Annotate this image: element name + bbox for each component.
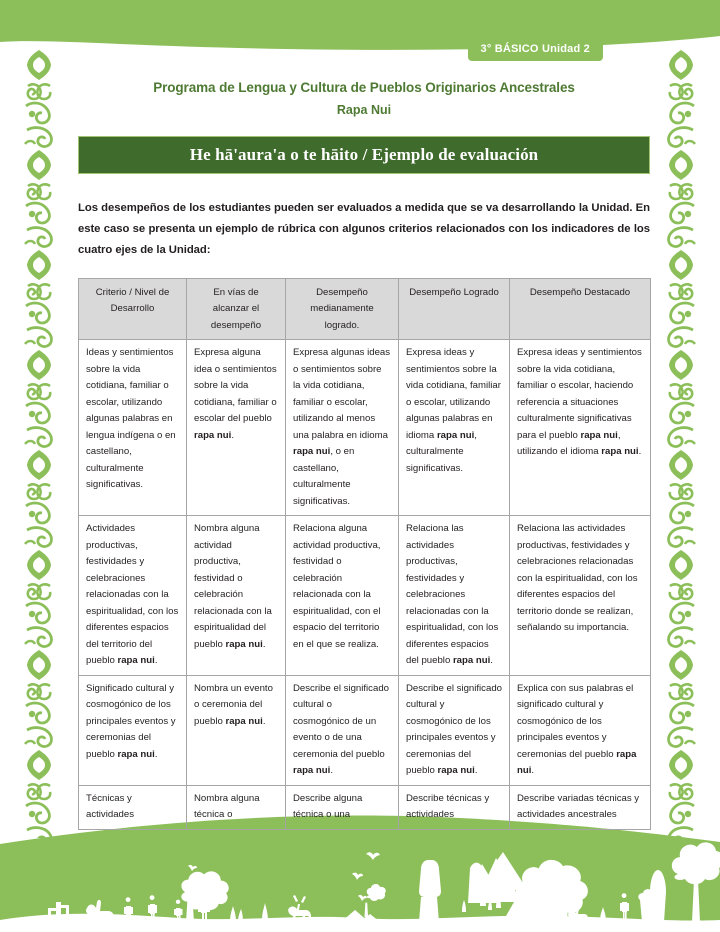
column-header-criterio: Criterio / Nivel de Desarrollo [78, 277, 187, 341]
cell-en-vias: Nombra alguna actividad productiva, fest… [186, 515, 286, 676]
cell-en-vias: Nombra un evento o ceremonia del pueblo … [186, 674, 286, 786]
page-subtitle: Rapa Nui [336, 103, 392, 118]
cell-en-vias: Expresa alguna idea o sentimientos sobre… [186, 339, 286, 517]
cell-destacado: Expresa ideas y sentimientos sobre la vi… [509, 339, 651, 517]
table-header-row: Criterio / Nivel de Desarrollo En vías d… [78, 277, 651, 341]
top-green-band [0, 0, 720, 60]
intro-paragraph: Los desempeños de los estudiantes pueden… [78, 202, 650, 257]
page-title: Programa de Lengua y Cultura de Pueblos … [153, 80, 575, 95]
cell-criterio: Significado cultural y cosmogónico de lo… [78, 674, 187, 786]
page-content: Programa de Lengua y Cultura de Pueblos … [78, 78, 651, 830]
cell-en-vias: Nombra alguna técnica o [186, 784, 286, 830]
table-row: Actividades productivas, festividades y … [78, 515, 651, 676]
cell-medianamente: Describe el significado cultural o cosmo… [285, 674, 399, 786]
column-header-en-vias: En vías de alcanzar el desempeño [186, 277, 286, 341]
ornamental-border-left [22, 48, 56, 838]
unit-badge: 3° BÁSICO Unidad 2 [467, 38, 603, 61]
table-row: Ideas y sentimientos sobre la vida cotid… [78, 339, 651, 517]
cell-logrado: Describe el significado cultural y cosmo… [398, 674, 510, 786]
cell-medianamente: Expresa algunas ideas o sentimientos sob… [285, 339, 399, 517]
ornamental-border-right [664, 48, 698, 838]
cell-destacado: Describe variadas técnicas y actividades… [509, 784, 651, 830]
rubric-table: Criterio / Nivel de Desarrollo En vías d… [78, 277, 651, 830]
rubric-table-body: Ideas y sentimientos sobre la vida cotid… [78, 339, 651, 830]
column-header-logrado: Desempeño Logrado [398, 277, 510, 341]
cell-criterio: Técnicas y actividades [78, 784, 187, 830]
table-row: Significado cultural y cosmogónico de lo… [78, 674, 651, 786]
cell-logrado: Expresa ideas y sentimientos sobre la vi… [398, 339, 510, 517]
table-row: Técnicas y actividades Nombra alguna téc… [78, 784, 651, 830]
banner-title: He hā'aura'a o te hāito / Ejemplo de eva… [189, 145, 539, 165]
cell-logrado: Describe técnicas y actividades [398, 784, 510, 830]
cell-destacado: Explica con sus palabras el significado … [509, 674, 651, 786]
cell-medianamente: Describe alguna técnica o una [285, 784, 399, 830]
cell-logrado: Relaciona las actividades productivas, f… [398, 515, 510, 676]
footer-landscape-illustration [0, 814, 720, 932]
column-header-medianamente-logrado: Desempeño medianamente logrado. [285, 277, 399, 341]
column-header-destacado: Desempeño Destacado [509, 277, 651, 341]
section-banner: He hā'aura'a o te hāito / Ejemplo de eva… [78, 136, 650, 175]
cell-destacado: Relaciona las actividades productivas, f… [509, 515, 651, 676]
cell-criterio: Ideas y sentimientos sobre la vida cotid… [78, 339, 187, 517]
cell-criterio: Actividades productivas, festividades y … [78, 515, 187, 676]
cell-medianamente: Relaciona alguna actividad productiva, f… [285, 515, 399, 676]
